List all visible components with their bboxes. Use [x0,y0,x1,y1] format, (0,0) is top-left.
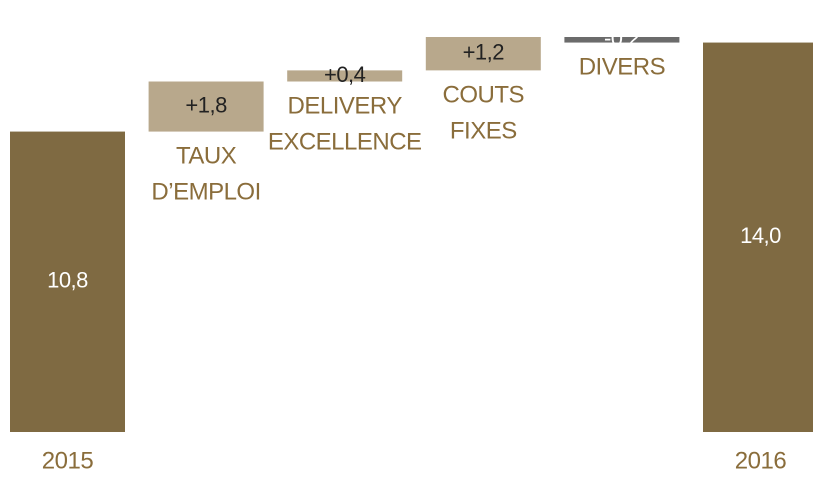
value-label: +1,2 [463,40,505,65]
category-label: TAUX D’EMPLOI [151,143,260,206]
category-label: 2015 [42,447,94,474]
bar [148,81,264,132]
category-label: DELIVERY EXCELLENCE [268,93,422,156]
category-label: COUTS FIXES [443,82,525,145]
bar [425,37,541,71]
value-label: +0,4 [324,62,366,87]
value-label: -0,2 [604,26,640,51]
bar [287,70,403,82]
value-label: 10,8 [47,268,88,293]
bar [703,42,813,432]
value-label: 14,0 [740,223,781,248]
value-label: +1,8 [185,92,227,117]
category-label: DIVERS [579,54,665,81]
bar [564,37,680,43]
bar [10,131,125,433]
category-label: 2016 [735,447,787,474]
